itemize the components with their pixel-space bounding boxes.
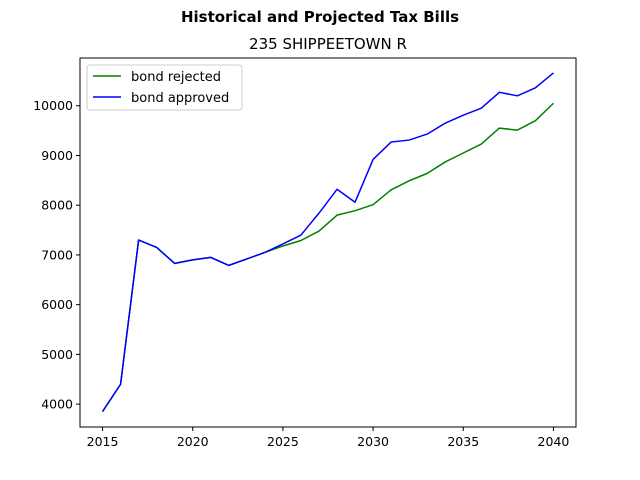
legend-label-bond-rejected: bond rejected xyxy=(131,70,221,85)
y-tick-label: 5000 xyxy=(41,347,73,362)
y-tick-label: 10000 xyxy=(33,98,73,113)
series-line-bond-rejected xyxy=(101,102,554,412)
x-tick-label: 2015 xyxy=(87,434,119,449)
x-tick-label: 2025 xyxy=(267,434,299,449)
x-tick-label: 2040 xyxy=(538,434,570,449)
chart-suptitle: Historical and Projected Tax Bills xyxy=(181,8,459,26)
x-tick-label: 2035 xyxy=(447,434,479,449)
y-tick-label: 4000 xyxy=(41,397,73,412)
chart-title: 235 SHIPPEETOWN R xyxy=(249,35,407,53)
legend-label-bond-approved: bond approved xyxy=(131,91,229,106)
legend-box xyxy=(86,64,243,111)
legend: bond rejected bond approved xyxy=(86,64,243,111)
x-axis-ticks: 2015 2020 2025 2030 2035 2040 xyxy=(87,427,570,449)
y-axis-ticks: 4000 5000 6000 7000 8000 9000 10000 xyxy=(33,98,80,412)
x-tick-label: 2030 xyxy=(357,434,389,449)
plot-frame xyxy=(79,57,577,428)
series-line-bond-approved xyxy=(101,72,554,412)
x-tick-label: 2020 xyxy=(177,434,209,449)
series-lines xyxy=(101,72,554,412)
y-tick-label: 9000 xyxy=(41,148,73,163)
y-tick-label: 8000 xyxy=(41,198,73,213)
y-tick-label: 6000 xyxy=(41,297,73,312)
y-tick-label: 7000 xyxy=(41,247,73,262)
